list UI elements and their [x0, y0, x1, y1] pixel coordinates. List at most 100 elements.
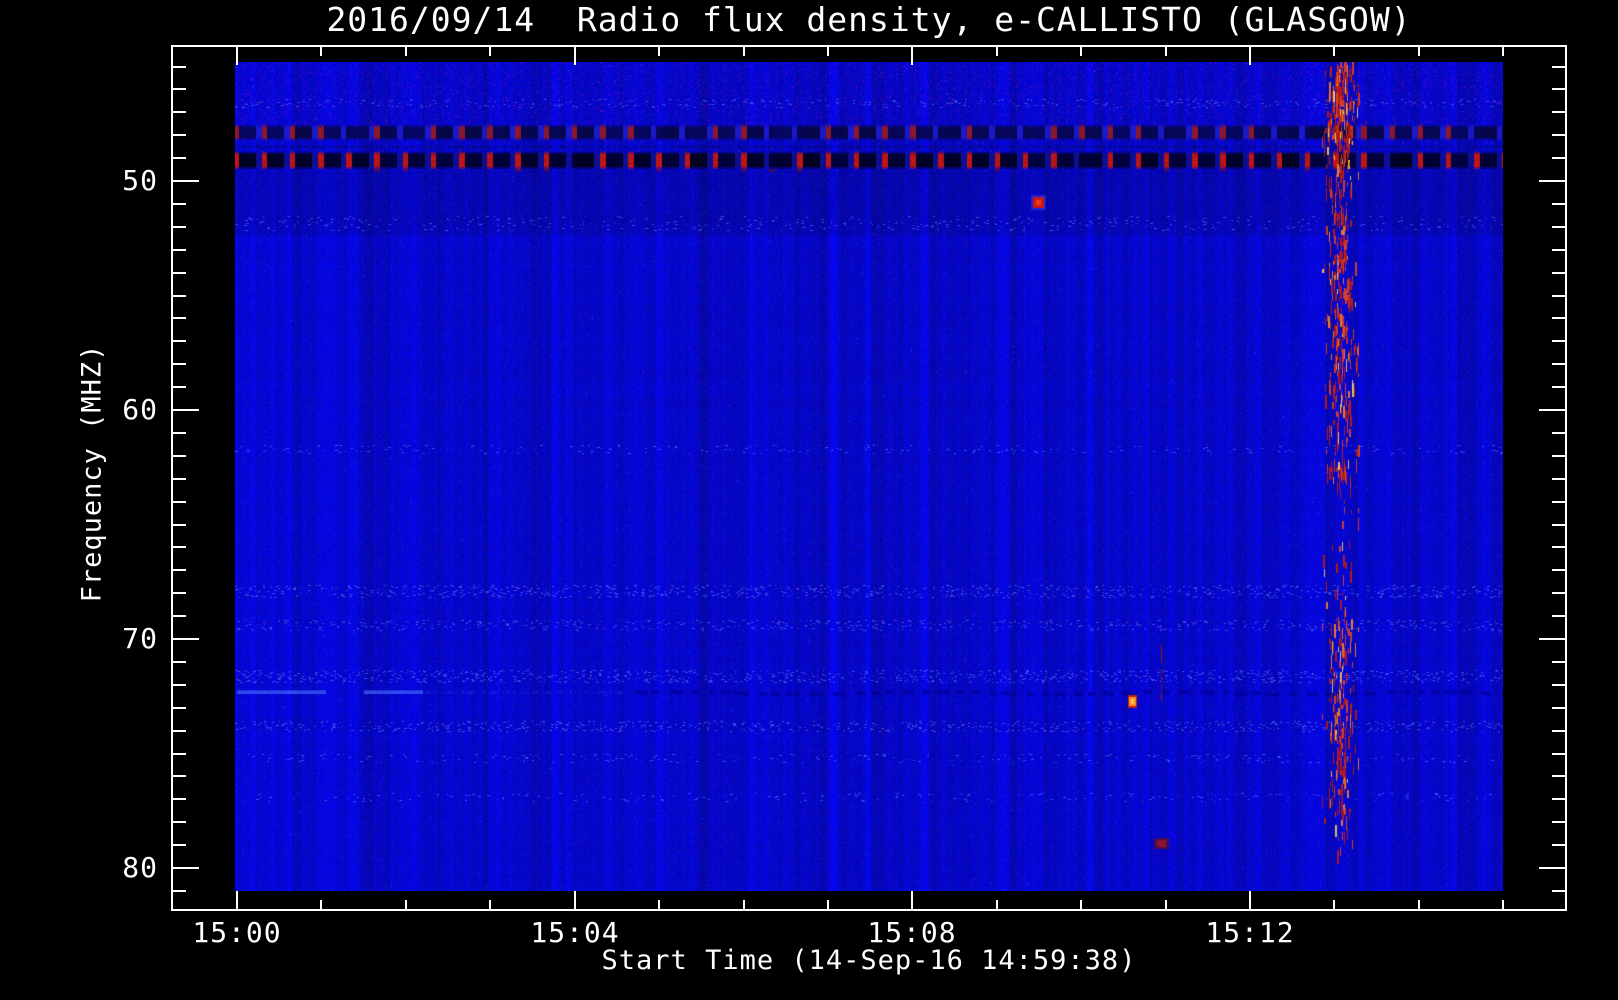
y-axis-minor-tick: [1552, 707, 1565, 709]
y-axis-minor-tick: [1552, 501, 1565, 503]
y-axis-minor-tick: [1552, 432, 1565, 434]
y-axis-minor-tick: [173, 569, 186, 571]
y-axis-minor-tick: [173, 592, 186, 594]
y-axis-minor-tick: [173, 707, 186, 709]
x-axis-minor-tick: [1165, 47, 1167, 56]
y-axis-minor-tick: [1552, 844, 1565, 846]
y-axis-major-tick: [173, 180, 199, 182]
y-axis-minor-tick: [173, 501, 186, 503]
x-axis-major-tick: [1249, 891, 1251, 909]
y-axis-minor-tick: [1552, 317, 1565, 319]
y-axis-minor-tick: [173, 753, 186, 755]
y-axis-minor-tick: [1552, 249, 1565, 251]
y-axis-minor-tick: [1552, 157, 1565, 159]
y-axis-minor-tick: [1552, 134, 1565, 136]
y-axis-minor-tick: [1552, 798, 1565, 800]
x-axis-tick-label: 15:00: [192, 916, 282, 949]
y-axis-title: Frequency (MHZ): [76, 343, 108, 603]
y-axis-major-tick: [1539, 180, 1565, 182]
y-axis-minor-tick: [173, 363, 186, 365]
x-axis-minor-tick: [320, 47, 322, 56]
y-axis-minor-tick: [1552, 684, 1565, 686]
y-axis-minor-tick: [173, 546, 186, 548]
x-axis-minor-tick: [1080, 47, 1082, 56]
y-axis-minor-tick: [173, 203, 186, 205]
y-axis-minor-tick: [1552, 66, 1565, 68]
y-axis-minor-tick: [173, 661, 186, 663]
y-axis-minor-tick: [1552, 386, 1565, 388]
y-axis-minor-tick: [173, 340, 186, 342]
x-axis-minor-tick: [1080, 900, 1082, 909]
x-axis-major-tick: [236, 891, 238, 909]
x-axis-minor-tick: [1333, 47, 1335, 56]
x-axis-minor-tick: [320, 900, 322, 909]
y-axis-minor-tick: [173, 478, 186, 480]
y-axis-minor-tick: [173, 317, 186, 319]
x-axis-minor-tick: [405, 47, 407, 56]
x-axis-major-tick: [911, 47, 913, 65]
y-axis-minor-tick: [1552, 111, 1565, 113]
y-axis-minor-tick: [173, 249, 186, 251]
y-axis-minor-tick: [173, 111, 186, 113]
y-axis-minor-tick: [1552, 569, 1565, 571]
y-axis-minor-tick: [173, 386, 186, 388]
y-axis-minor-tick: [1552, 363, 1565, 365]
y-axis-minor-tick: [1552, 753, 1565, 755]
y-axis-minor-tick: [173, 66, 186, 68]
x-axis-minor-tick: [1165, 900, 1167, 909]
x-axis-major-tick: [911, 891, 913, 909]
y-axis-major-tick: [1539, 409, 1565, 411]
y-axis-minor-tick: [173, 295, 186, 297]
y-axis-minor-tick: [1552, 272, 1565, 274]
y-axis-minor-tick: [1552, 615, 1565, 617]
x-axis-minor-tick: [1333, 900, 1335, 909]
y-axis-minor-tick: [1552, 821, 1565, 823]
y-axis-tick-label: 60: [122, 393, 158, 426]
y-axis-minor-tick: [1552, 455, 1565, 457]
y-axis-minor-tick: [173, 890, 186, 892]
x-axis-minor-tick: [827, 900, 829, 909]
x-axis-minor-tick: [658, 47, 660, 56]
y-axis-minor-tick: [1552, 478, 1565, 480]
y-axis-minor-tick: [173, 615, 186, 617]
y-axis-minor-tick: [1552, 203, 1565, 205]
x-axis-tick-label: 15:12: [1205, 916, 1295, 949]
y-axis-minor-tick: [1552, 524, 1565, 526]
x-axis-minor-tick: [1418, 900, 1420, 909]
y-axis-minor-tick: [173, 134, 186, 136]
y-axis-major-tick: [1539, 867, 1565, 869]
y-axis-minor-tick: [1552, 546, 1565, 548]
y-axis-minor-tick: [1552, 661, 1565, 663]
x-axis-major-tick: [574, 891, 576, 909]
x-axis-minor-tick: [489, 900, 491, 909]
y-axis-tick-label: 70: [122, 622, 158, 655]
plot-frame: [171, 45, 1567, 911]
y-axis-minor-tick: [173, 88, 186, 90]
x-axis-minor-tick: [658, 900, 660, 909]
x-axis-title: Start Time (14-Sep-16 14:59:38): [601, 945, 1137, 976]
x-axis-minor-tick: [827, 47, 829, 56]
x-axis-minor-tick: [1502, 900, 1504, 909]
chart-title: 2016/09/14 Radio flux density, e-CALLIST…: [326, 0, 1412, 39]
x-axis-minor-tick: [489, 47, 491, 56]
y-axis-minor-tick: [1552, 730, 1565, 732]
x-axis-tick-label: 15:04: [530, 916, 620, 949]
y-axis-minor-tick: [173, 272, 186, 274]
y-axis-minor-tick: [1552, 890, 1565, 892]
y-axis-minor-tick: [173, 684, 186, 686]
y-axis-minor-tick: [1552, 295, 1565, 297]
x-axis-minor-tick: [996, 900, 998, 909]
y-axis-minor-tick: [173, 798, 186, 800]
y-axis-minor-tick: [1552, 775, 1565, 777]
y-axis-minor-tick: [1552, 340, 1565, 342]
y-axis-tick-label: 80: [122, 851, 158, 884]
x-axis-minor-tick: [405, 900, 407, 909]
y-axis-minor-tick: [173, 775, 186, 777]
x-axis-minor-tick: [1418, 47, 1420, 56]
y-axis-minor-tick: [173, 844, 186, 846]
y-axis-minor-tick: [173, 455, 186, 457]
y-axis-minor-tick: [173, 821, 186, 823]
x-axis-minor-tick: [1502, 47, 1504, 56]
y-axis-minor-tick: [1552, 88, 1565, 90]
x-axis-minor-tick: [743, 47, 745, 56]
